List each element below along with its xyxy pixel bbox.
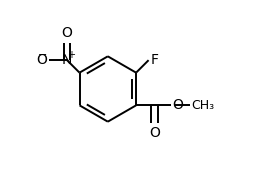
- Text: O: O: [149, 126, 160, 140]
- Text: O: O: [36, 53, 47, 67]
- Text: N: N: [62, 53, 72, 67]
- Text: O: O: [62, 26, 72, 40]
- Text: CH₃: CH₃: [191, 99, 214, 112]
- Text: −: −: [38, 50, 47, 60]
- Text: O: O: [172, 98, 183, 112]
- Text: F: F: [151, 53, 159, 67]
- Text: +: +: [67, 50, 75, 60]
